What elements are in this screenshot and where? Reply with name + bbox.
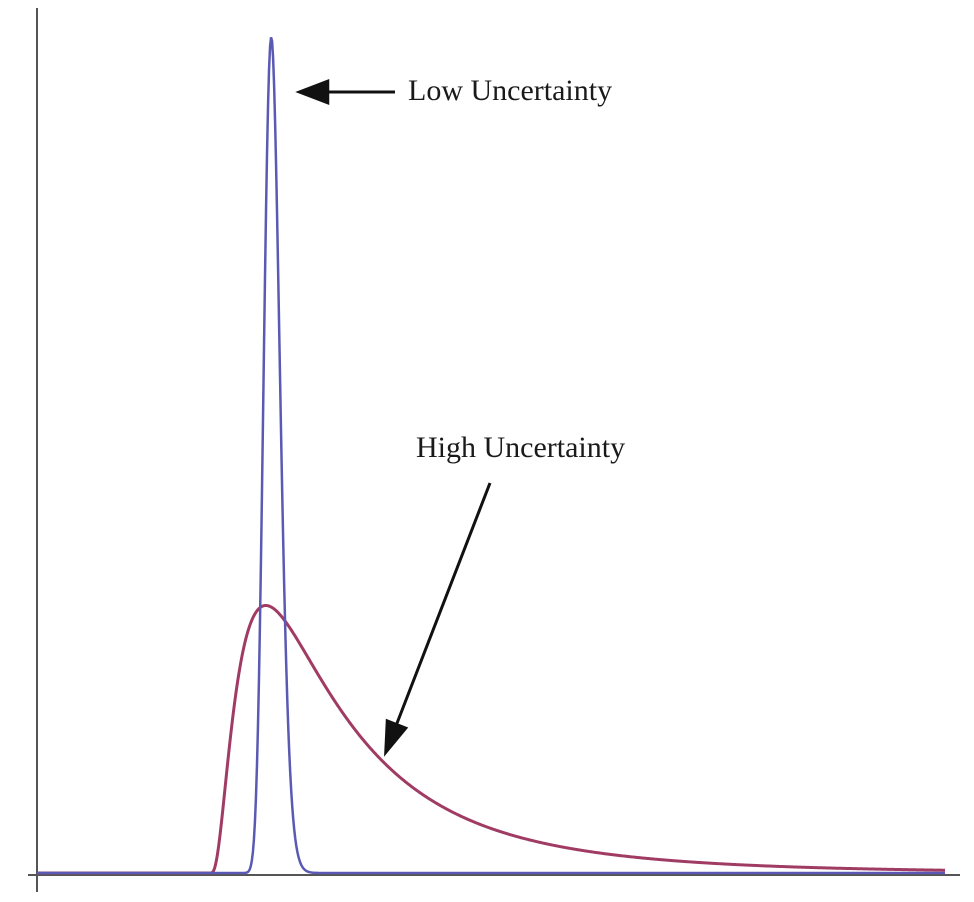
annotation-high: High Uncertainty [384, 431, 625, 757]
arrow-high-head [384, 718, 409, 757]
annotation-low: Low Uncertainty [295, 74, 612, 107]
arrow-low-head [295, 79, 330, 105]
series-line-high-uncertainty [37, 603, 946, 875]
annotation-label-high: High Uncertainty [416, 431, 625, 464]
annotation-label-low: Low Uncertainty [408, 74, 612, 107]
plot-area [28, 8, 960, 892]
arrow-high-shaft [394, 482, 492, 726]
series-line-low-uncertainty [37, 36, 945, 875]
